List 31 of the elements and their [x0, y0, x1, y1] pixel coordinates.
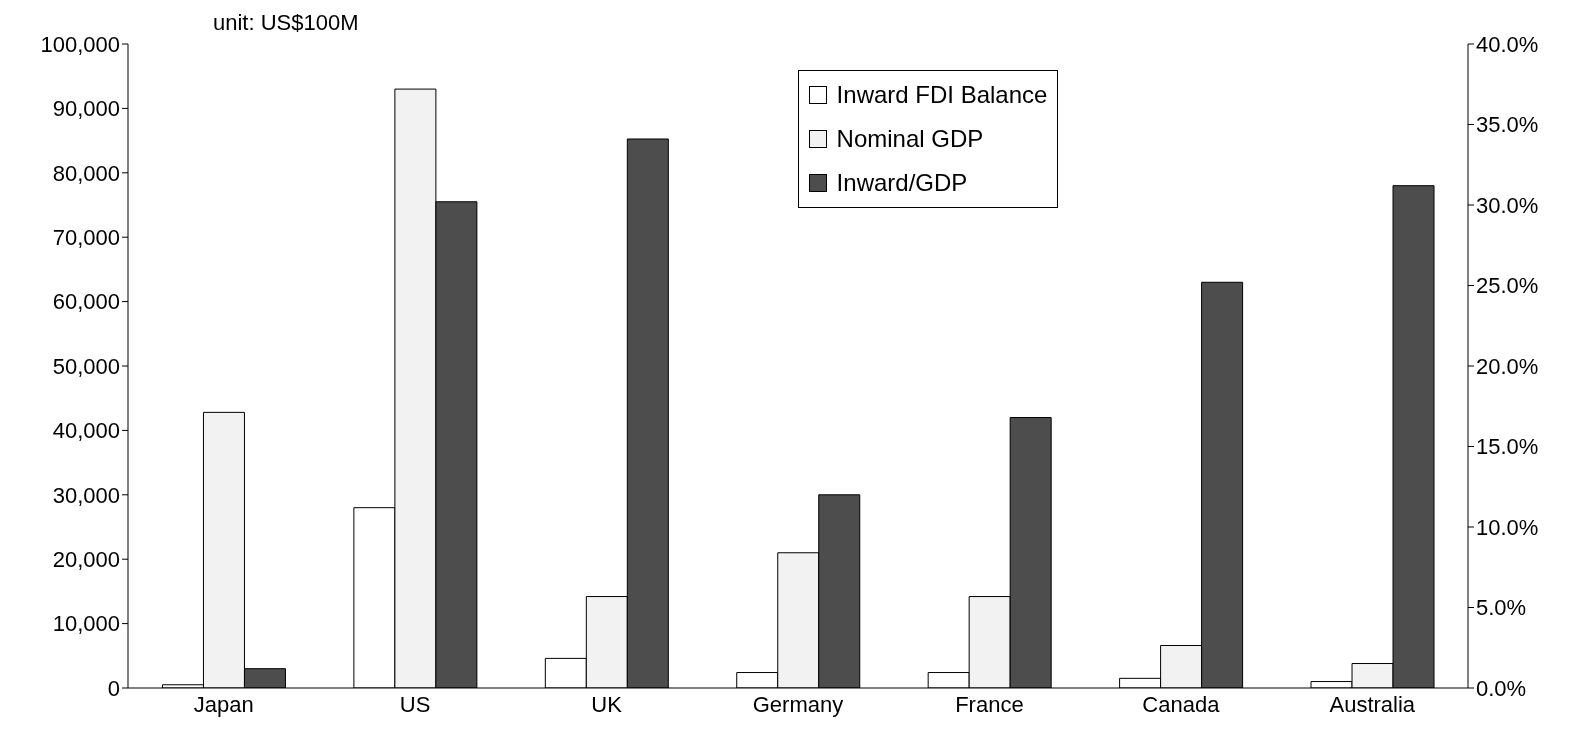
y-tick-label: 100,000: [40, 31, 120, 57]
x-tick-label: US: [399, 691, 431, 717]
legend-label: Inward/GDP: [835, 168, 969, 198]
legend-label: Inward FDI Balance: [835, 80, 1048, 110]
y-tick-label: 0: [107, 675, 120, 701]
y2-tick-label: 5.0%: [1476, 595, 1527, 621]
y2-tick-label: 35.0%: [1476, 112, 1539, 138]
y-tick-label: 80,000: [52, 160, 120, 186]
y-tick-label: 40,000: [52, 418, 120, 444]
y-tick-label: 70,000: [52, 225, 120, 251]
x-tick-label: UK: [591, 691, 623, 717]
y-tick-label: 20,000: [52, 547, 120, 573]
y2-tick-label: 40.0%: [1476, 31, 1539, 57]
y2-tick-label: 20.0%: [1476, 353, 1539, 379]
y2-tick-label: 0.0%: [1476, 675, 1527, 701]
y2-tick-label: 25.0%: [1476, 273, 1539, 299]
text: unit: US$100M: [213, 10, 359, 36]
y2-tick-label: 30.0%: [1476, 192, 1539, 218]
y2-tick-label: 10.0%: [1476, 514, 1539, 540]
x-tick-label: France: [955, 691, 1024, 717]
y-tick-label: 10,000: [52, 611, 120, 637]
y-tick-label: 50,000: [52, 353, 120, 379]
y2-tick-label: 15.0%: [1476, 434, 1539, 460]
y-tick-label: 30,000: [52, 482, 120, 508]
y-tick-label: 60,000: [52, 289, 120, 315]
x-tick-label: Canada: [1142, 691, 1221, 717]
legend-label: Nominal GDP: [835, 124, 985, 154]
x-tick-label: Australia: [1329, 691, 1416, 717]
y-tick-label: 90,000: [52, 96, 120, 122]
x-tick-label: Germany: [752, 691, 844, 717]
x-tick-label: Japan: [193, 691, 254, 717]
